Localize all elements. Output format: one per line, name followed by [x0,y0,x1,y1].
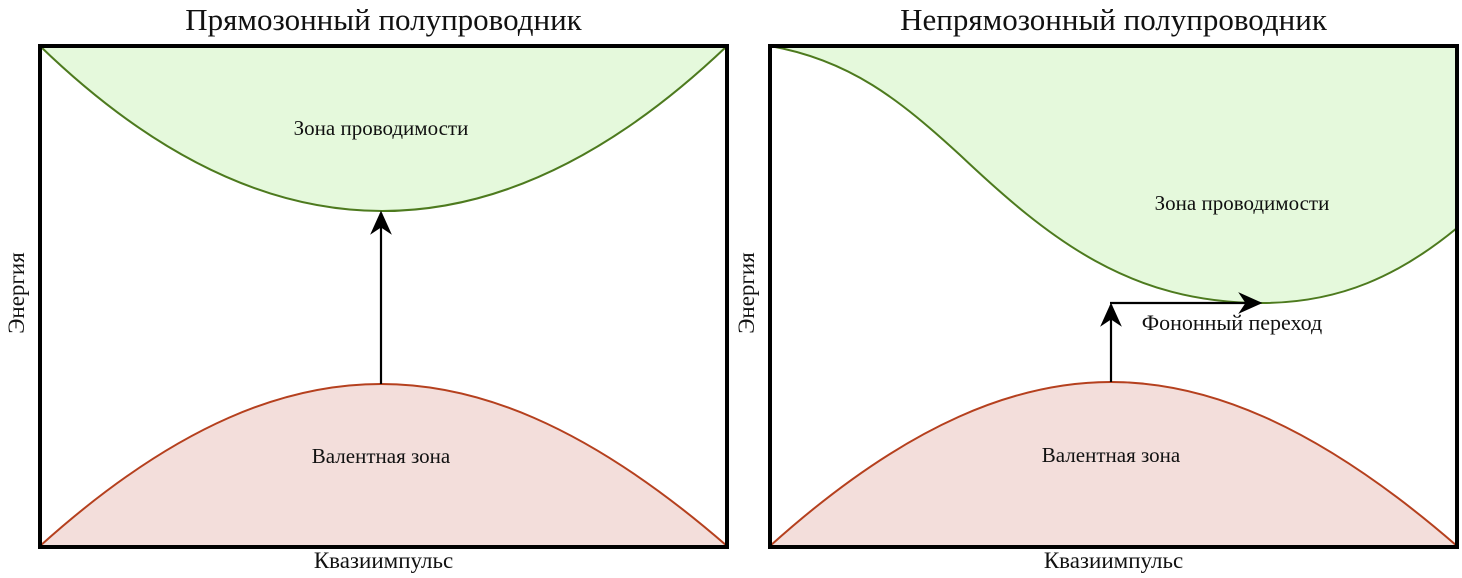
conduction-band-label: Зона проводимости [293,116,469,140]
conduction-band-area [770,46,1457,303]
indirect-gap-panel [768,44,1459,549]
plot-frame [38,44,729,549]
valence-band-area [770,382,1457,546]
valence-band-label: Валентная зона [311,444,451,468]
conduction-band-label: Зона проводимости [1154,191,1330,215]
indirect-gap-title: Непрямозонный полупроводник [900,2,1327,37]
valence-band-area [40,384,727,546]
valence-band-label: Валентная зона [1041,443,1181,467]
direct-gap-title: Прямозонный полупроводник [185,2,582,37]
x-axis-label: Квазиимпульс [313,548,454,573]
phonon-transition-label: Фононный переход [1141,310,1323,335]
conduction-band-curve [769,45,1458,305]
y-axis-label: Энергия [4,252,29,334]
direct-gap-panel [38,44,729,549]
x-axis-label: Квазиимпульс [1043,548,1184,573]
y-axis-label: Энергия [734,252,759,334]
plot-frame [768,44,1459,549]
